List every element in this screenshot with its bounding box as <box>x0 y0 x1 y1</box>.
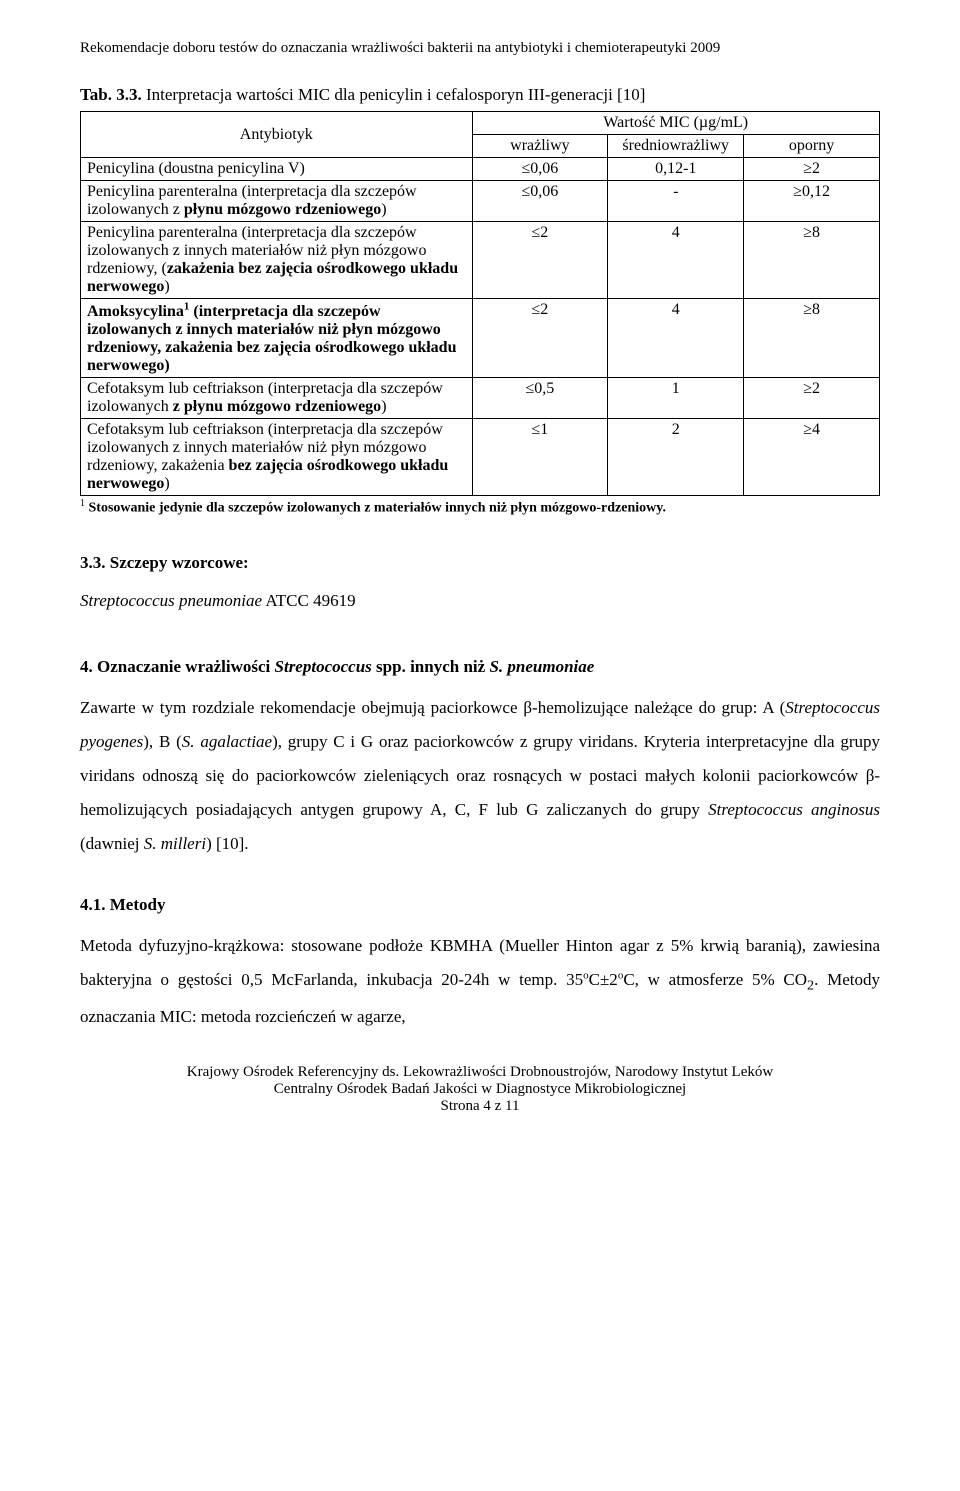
row-wrazliwy: ≤1 <box>472 419 608 496</box>
table-footnote: 1 Stosowanie jedynie dla szczepów izolow… <box>80 498 880 517</box>
section-3-3-text: Streptococcus pneumoniae ATCC 49619 <box>80 591 880 611</box>
sec4-prefix: 4. Oznaczanie wrażliwości <box>80 657 275 676</box>
section-4-1-title: 4.1. Metody <box>80 895 880 915</box>
row-srednio: 1 <box>608 378 744 419</box>
table-row: Cefotaksym lub ceftriakson (interpretacj… <box>81 419 880 496</box>
strain-atcc: ATCC 49619 <box>262 591 356 610</box>
section-4-title: 4. Oznaczanie wrażliwości Streptococcus … <box>80 657 880 677</box>
table-row: Cefotaksym lub ceftriakson (interpretacj… <box>81 378 880 419</box>
table-caption-text: Interpretacja wartości MIC dla penicylin… <box>142 85 646 104</box>
row-wrazliwy: ≤2 <box>472 299 608 378</box>
row-label: Cefotaksym lub ceftriakson (interpretacj… <box>81 419 473 496</box>
table-caption: Tab. 3.3. Interpretacja wartości MIC dla… <box>80 85 880 105</box>
row-oporny: ≥4 <box>744 419 880 496</box>
row-label: Amoksycylina1 (interpretacja dla szczepó… <box>81 299 473 378</box>
footnote-text: Stosowanie jedynie dla szczepów izolowan… <box>85 501 666 516</box>
strain-name-italic: Streptococcus pneumoniae <box>80 591 262 610</box>
row-wrazliwy: ≤0,06 <box>472 181 608 222</box>
row-oporny: ≥0,12 <box>744 181 880 222</box>
row-oporny: ≥8 <box>744 222 880 299</box>
footer-line-3: Strona 4 z 11 <box>80 1098 880 1115</box>
sec4-italic2: S. pneumoniae <box>489 657 594 676</box>
col-srednio: średniowrażliwy <box>608 135 744 158</box>
section-4-1-paragraph: Metoda dyfuzyjno-krążkowa: stosowane pod… <box>80 929 880 1034</box>
table-row: Penicylina parenteralna (interpretacja d… <box>81 181 880 222</box>
table-row: Amoksycylina1 (interpretacja dla szczepó… <box>81 299 880 378</box>
row-label: Penicylina parenteralna (interpretacja d… <box>81 181 473 222</box>
sec4-italic1: Streptococcus <box>275 657 372 676</box>
col-oporny: oporny <box>744 135 880 158</box>
row-oporny: ≥2 <box>744 378 880 419</box>
page-footer: Krajowy Ośrodek Referencyjny ds. Lekowra… <box>80 1064 880 1115</box>
sec4-mid: spp. innych niż <box>372 657 490 676</box>
row-srednio: 2 <box>608 419 744 496</box>
running-header: Rekomendacje doboru testów do oznaczania… <box>80 40 880 57</box>
row-label: Penicylina (doustna penicylina V) <box>81 158 473 181</box>
row-oporny: ≥8 <box>744 299 880 378</box>
table-row: Penicylina parenteralna (interpretacja d… <box>81 222 880 299</box>
row-srednio: - <box>608 181 744 222</box>
row-srednio: 0,12-1 <box>608 158 744 181</box>
mic-table: Antybiotyk Wartość MIC (µg/mL) wrażliwy … <box>80 111 880 496</box>
row-wrazliwy: ≤2 <box>472 222 608 299</box>
col-wrazliwy: wrażliwy <box>472 135 608 158</box>
section-4-paragraph: Zawarte w tym rozdziale rekomendacje obe… <box>80 691 880 861</box>
page: Rekomendacje doboru testów do oznaczania… <box>0 0 960 1155</box>
footer-line-1: Krajowy Ośrodek Referencyjny ds. Lekowra… <box>80 1064 880 1081</box>
mic-table-body: Penicylina (doustna penicylina V)≤0,060,… <box>81 158 880 496</box>
row-srednio: 4 <box>608 222 744 299</box>
row-label: Penicylina parenteralna (interpretacja d… <box>81 222 473 299</box>
row-wrazliwy: ≤0,5 <box>472 378 608 419</box>
section-3-3-title: 3.3. Szczepy wzorcowe: <box>80 553 880 573</box>
table-caption-number: Tab. 3.3. <box>80 85 142 104</box>
footer-line-2: Centralny Ośrodek Badań Jakości w Diagno… <box>80 1081 880 1098</box>
col-antibiotic: Antybiotyk <box>81 112 473 158</box>
row-wrazliwy: ≤0,06 <box>472 158 608 181</box>
row-label: Cefotaksym lub ceftriakson (interpretacj… <box>81 378 473 419</box>
table-row: Penicylina (doustna penicylina V)≤0,060,… <box>81 158 880 181</box>
col-mic-group: Wartość MIC (µg/mL) <box>472 112 880 135</box>
row-srednio: 4 <box>608 299 744 378</box>
row-oporny: ≥2 <box>744 158 880 181</box>
